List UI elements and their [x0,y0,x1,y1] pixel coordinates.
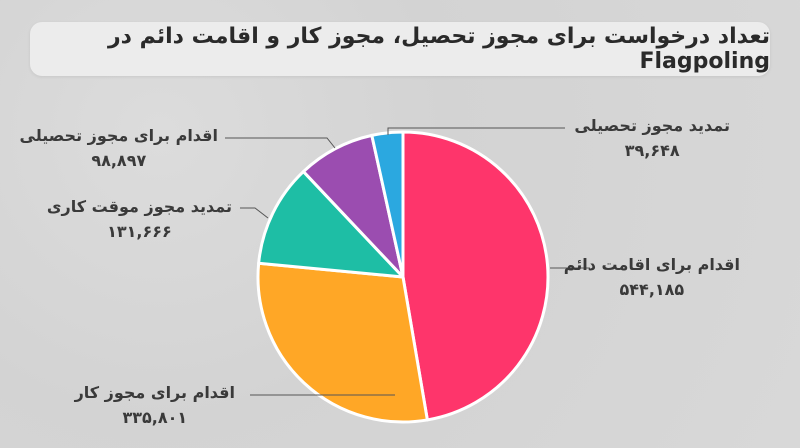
slice-label-0: اقدام برای اقامت دائم ۵۴۴,۱۸۵ [564,255,740,299]
slice-label-4: تمدید مجوز تحصیلی ۳۹,۶۴۸ [574,116,730,160]
leader-line-4 [387,127,565,135]
slice-value: ۳۹,۶۴۸ [624,141,680,160]
title-box: تعداد درخواست برای مجوز تحصیل، مجوز کار … [30,22,770,76]
slice-label-3: اقدام برای مجوز تحصیلی ۹۸,۸۹۷ [20,126,218,170]
slice-name: اقدام برای مجوز تحصیلی [19,126,218,145]
slice-value: ۵۴۴,۱۸۵ [619,280,685,299]
pie-slice-2 [257,170,405,279]
slice-name: اقدام برای اقامت دائم [563,255,740,274]
pie-slice-1 [256,261,429,424]
leader-line-3 [225,137,336,149]
slice-label-2: تمدید مجوز موقت کاری ۱۳۱,۶۶۶ [47,197,232,241]
slice-name: تمدید مجوز تحصیلی [574,116,730,135]
slice-label-1: اقدام برای مجوز کار ۳۳۵,۸۰۱ [75,383,235,427]
slice-name: اقدام برای مجوز کار [74,383,235,402]
chart-title: تعداد درخواست برای مجوز تحصیل، مجوز کار … [108,24,770,74]
slice-value: ۹۸,۸۹۷ [91,151,147,170]
slice-value: ۳۳۵,۸۰۱ [122,408,188,427]
slice-value: ۱۳۱,۶۶۶ [107,222,172,241]
pie-slice-0 [401,130,550,422]
leader-line-2 [240,207,269,219]
slice-name: تمدید مجوز موقت کاری [46,197,232,216]
pie-slice-4 [370,130,405,279]
